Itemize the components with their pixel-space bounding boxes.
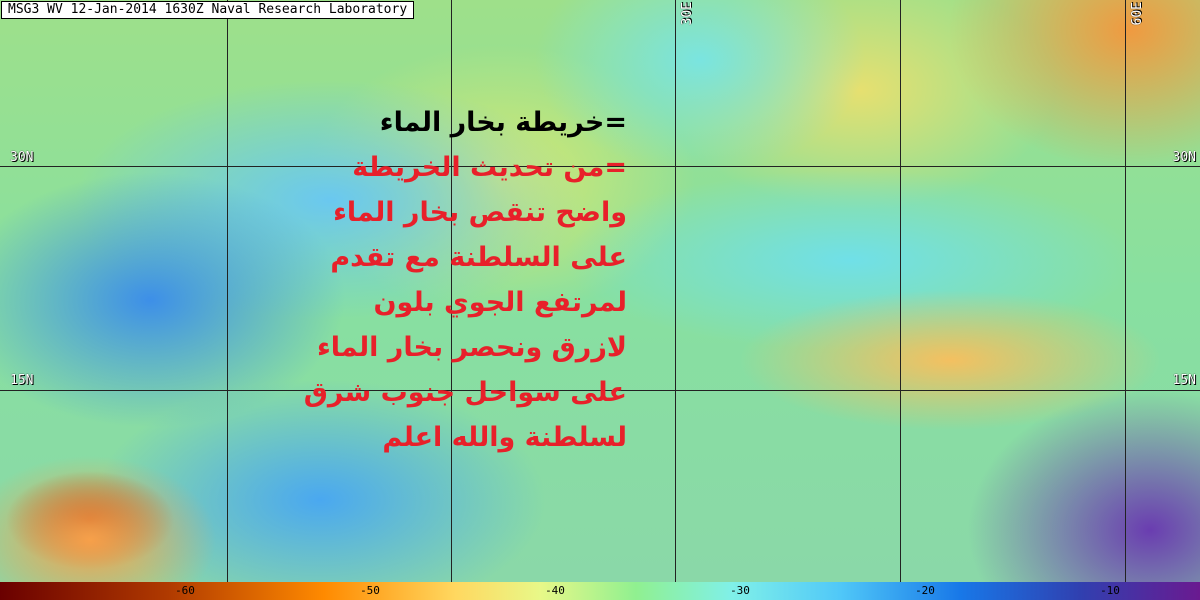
- lon-label-60e: 60E: [1130, 2, 1145, 26]
- overlay-line: لمرتفع الجوي بلون: [373, 287, 627, 318]
- lat-label-15n: 15N: [1172, 373, 1196, 388]
- lat-label-30n: 30N: [1172, 150, 1196, 165]
- lat-label-15n: 15N: [10, 373, 34, 388]
- image-title: MSG3 WV 12-Jan-2014 1630Z Naval Research…: [1, 1, 415, 19]
- overlay-line: لسلطنة والله اعلم: [382, 422, 627, 453]
- colorbar-tick: -10: [1100, 584, 1120, 597]
- overlay-line: واضح تنقص بخار الماء: [333, 197, 627, 228]
- colorbar-tick: -50: [360, 584, 380, 597]
- grid-line: [227, 0, 228, 582]
- overlay-line: لازرق ونحصر بخار الماء: [316, 332, 627, 363]
- lat-label-30n: 30N: [10, 150, 34, 165]
- overlay-line: على سواحل جنوب شرق: [303, 377, 627, 408]
- lon-label-30e: 30E: [680, 2, 695, 26]
- overlay-line: =من تحديث الخريطة: [352, 152, 627, 183]
- colorbar-tick: -20: [915, 584, 935, 597]
- colorbar-tick: -30: [730, 584, 750, 597]
- overlay-line: على السلطنة مع تقدم: [330, 242, 627, 273]
- grid-line: [0, 390, 1200, 391]
- grid-line: [1125, 0, 1126, 582]
- grid-line: [0, 166, 1200, 167]
- colorbar-tick: -40: [545, 584, 565, 597]
- colorbar-tick: -60: [175, 584, 195, 597]
- arabic-overlay-text: =خريطة بخار الماء =من تحديث الخريطة واضح…: [304, 100, 627, 460]
- temperature-colorbar: [0, 582, 1200, 600]
- water-vapor-satellite-map: [0, 0, 1200, 582]
- overlay-line: =خريطة بخار الماء: [379, 107, 627, 138]
- grid-line: [900, 0, 901, 582]
- grid-line: [451, 0, 452, 582]
- grid-line: [675, 0, 676, 582]
